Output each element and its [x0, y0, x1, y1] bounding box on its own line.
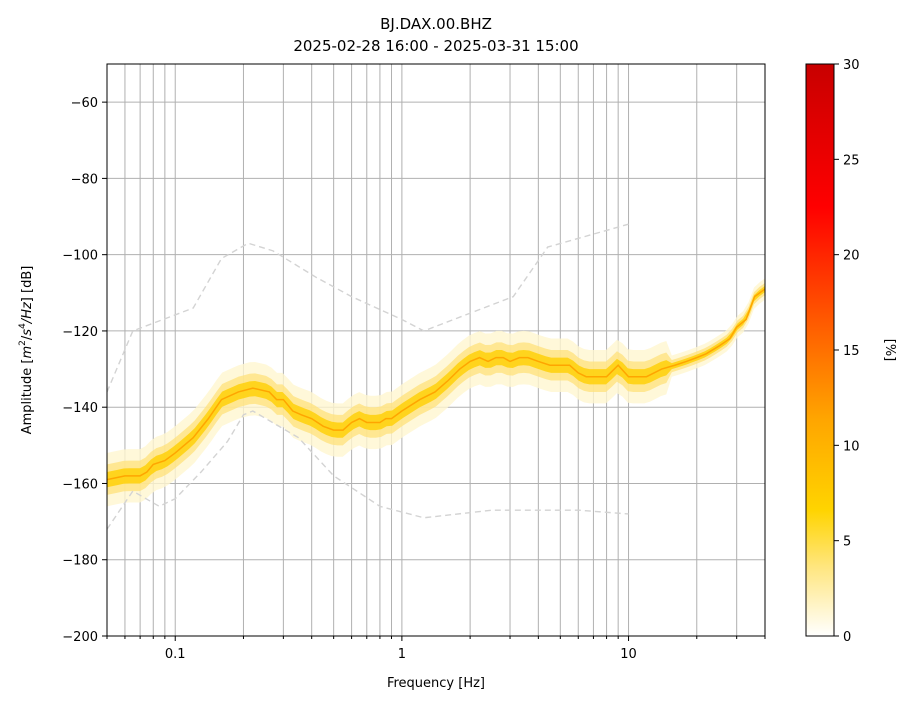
colorbar-tick-label: 10: [843, 439, 860, 454]
y-tick-label: −160: [62, 477, 98, 492]
y-axis-label: Amplitude [m2/s4/Hz] [dB]: [18, 266, 35, 435]
colorbar-tick-label: 0: [843, 630, 851, 645]
colorbar-tick-label: 20: [843, 249, 860, 264]
colorbar-tick-label: 5: [843, 535, 851, 550]
y-tick-label: −200: [62, 630, 98, 645]
y-tick-label: −80: [71, 172, 98, 187]
colorbar-ticks: 0 5 10 15 20 25 30: [834, 58, 860, 645]
series-lines: [107, 223, 765, 530]
high-noise-model-line: [107, 223, 629, 393]
mode-line: [107, 288, 765, 481]
y-tick-label: −120: [62, 325, 98, 340]
y-tick-label: −60: [71, 96, 98, 111]
density-layer: [107, 285, 765, 488]
low-noise-model-line: [107, 410, 629, 530]
y-tick-label: −180: [62, 554, 98, 569]
plot-frame: [106, 63, 766, 637]
x-tick-label: 1: [398, 647, 406, 662]
chart-title: BJ.DAX.00.BHZ: [380, 15, 492, 33]
y-axis: −60 −80 −100 −120 −140 −160 −180 −200: [62, 96, 107, 645]
x-axis: 0.1 1 10: [106, 636, 766, 662]
y-tick-label: −100: [62, 249, 98, 264]
y-tick-label: −140: [62, 401, 98, 416]
x-axis-label: Frequency [Hz]: [387, 676, 485, 691]
x-tick-label: 0.1: [165, 647, 186, 662]
chart-subtitle: 2025-02-28 16:00 - 2025-03-31 15:00: [293, 37, 578, 55]
density-band: [107, 278, 765, 507]
colorbar-label: [%]: [882, 339, 897, 362]
x-tick-label: 10: [620, 647, 637, 662]
colorbar-tick-label: 25: [843, 153, 860, 168]
colorbar-tick-label: 15: [843, 344, 860, 359]
colorbar: [805, 63, 835, 637]
colorbar-tick-label: 30: [843, 58, 860, 73]
